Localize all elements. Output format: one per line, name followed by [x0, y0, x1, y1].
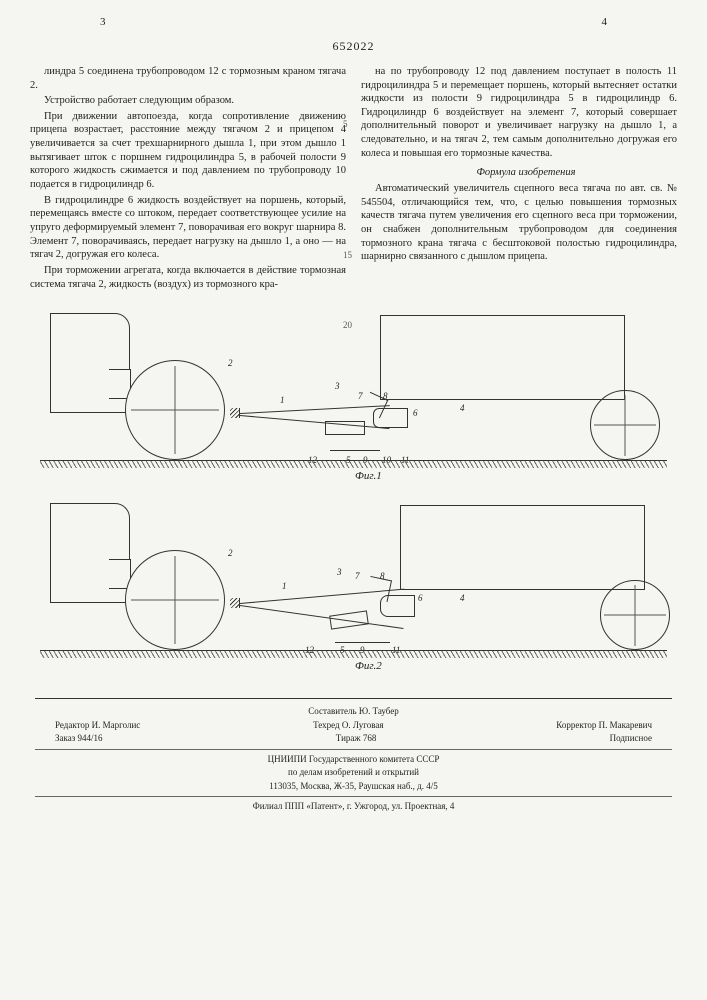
trailer-box — [380, 315, 625, 400]
mechanism — [325, 403, 415, 453]
trailer-box — [400, 505, 645, 590]
line-marker: 15 — [343, 250, 352, 262]
footer-corrector: Корректор П. Макаревич — [556, 719, 652, 733]
col-num-right: 4 — [602, 15, 608, 29]
footer-row: Заказ 944/16 Тираж 768 Подписное — [35, 732, 672, 746]
anchor-icon — [230, 408, 240, 418]
para: Автоматический увеличитель сцепного веса… — [361, 182, 677, 264]
para: При торможении агрегата, когда включаетс… — [30, 264, 346, 291]
part-label: 7 — [358, 391, 363, 403]
tractor-wheel — [125, 360, 225, 460]
footer: Составитель Ю. Таубер Редактор И. Маргол… — [35, 698, 672, 814]
part-label: 8 — [380, 571, 385, 583]
part-label: 6 — [413, 408, 418, 420]
part-label: 3 — [335, 381, 340, 393]
footer-row: Редактор И. Марголис Техред О. Луговая К… — [35, 719, 672, 733]
footer-addr: 113035, Москва, Ж-35, Раушская наб., д. … — [35, 780, 672, 794]
para: на по трубопроводу 12 под давлением пост… — [361, 65, 677, 160]
footer-order: Заказ 944/16 — [55, 732, 103, 746]
part-label: 2 — [228, 548, 233, 560]
part-label: 1 — [282, 581, 287, 593]
trailer-wheel — [590, 390, 660, 460]
part-label: 2 — [228, 358, 233, 370]
figures-area: 1 2 3 4 5 6 7 8 9 10 11 12 Фиг.1 1 2 3 — [0, 293, 707, 693]
line-marker: 5 — [343, 119, 348, 131]
page-header: 3 4 — [0, 0, 707, 34]
figure-label: Фиг.1 — [355, 469, 382, 483]
para: В гидроцилиндре 6 жидкость воздействует … — [30, 194, 346, 262]
tractor-cab — [50, 313, 130, 413]
pipe — [335, 633, 390, 643]
cylinder-5 — [325, 421, 365, 435]
para: При движении автопоезда, когда сопротивл… — [30, 110, 346, 192]
footer-tech: Техред О. Луговая — [313, 719, 383, 733]
left-column: линдра 5 соединена трубопроводом 12 с то… — [30, 65, 346, 293]
footer-org: ЦНИИПИ Государственного комитета СССР — [35, 753, 672, 767]
ground-line — [40, 460, 667, 468]
tractor-cab — [50, 503, 130, 603]
footer-signed: Подписное — [610, 732, 652, 746]
footer-addr: Филиал ППП «Патент», г. Ужгород, ул. Про… — [35, 800, 672, 814]
tractor-wheel — [125, 550, 225, 650]
part-label: 4 — [460, 593, 465, 605]
part-label: 7 — [355, 571, 360, 583]
figure-label: Фиг.2 — [355, 659, 382, 673]
footer-editor: Редактор И. Марголис — [55, 719, 140, 733]
anchor-icon — [230, 598, 240, 608]
part-label: 3 — [337, 567, 342, 579]
col-num-left: 3 — [100, 15, 106, 29]
pipe — [330, 441, 380, 451]
mechanism — [330, 593, 420, 643]
text-columns: линдра 5 соединена трубопроводом 12 с то… — [0, 65, 707, 293]
cylinder-5 — [329, 611, 369, 630]
formula-title: Формула изобретения — [361, 166, 677, 180]
part-label: 1 — [280, 395, 285, 407]
figure-1: 1 2 3 4 5 6 7 8 9 10 11 12 Фиг.1 — [30, 303, 677, 478]
figure-2: 1 2 3 4 5 6 7 8 9 11 12 Фиг.2 — [30, 493, 677, 668]
part-label: 4 — [460, 403, 465, 415]
divider — [35, 796, 672, 797]
ground-line — [40, 650, 667, 658]
part-label: 6 — [418, 593, 423, 605]
footer-tirage: Тираж 768 — [336, 732, 377, 746]
footer-org: по делам изобретений и открытий — [35, 766, 672, 780]
right-column: 5 15 20 на по трубопроводу 12 под давлен… — [361, 65, 677, 293]
para: Устройство работает следующим образом. — [30, 94, 346, 108]
trailer-wheel — [600, 580, 670, 650]
para: линдра 5 соединена трубопроводом 12 с то… — [30, 65, 346, 92]
document-number: 652022 — [0, 34, 707, 65]
element-7 — [366, 576, 392, 602]
part-label: 8 — [383, 391, 388, 403]
footer-compiler: Составитель Ю. Таубер — [35, 705, 672, 719]
divider — [35, 749, 672, 750]
